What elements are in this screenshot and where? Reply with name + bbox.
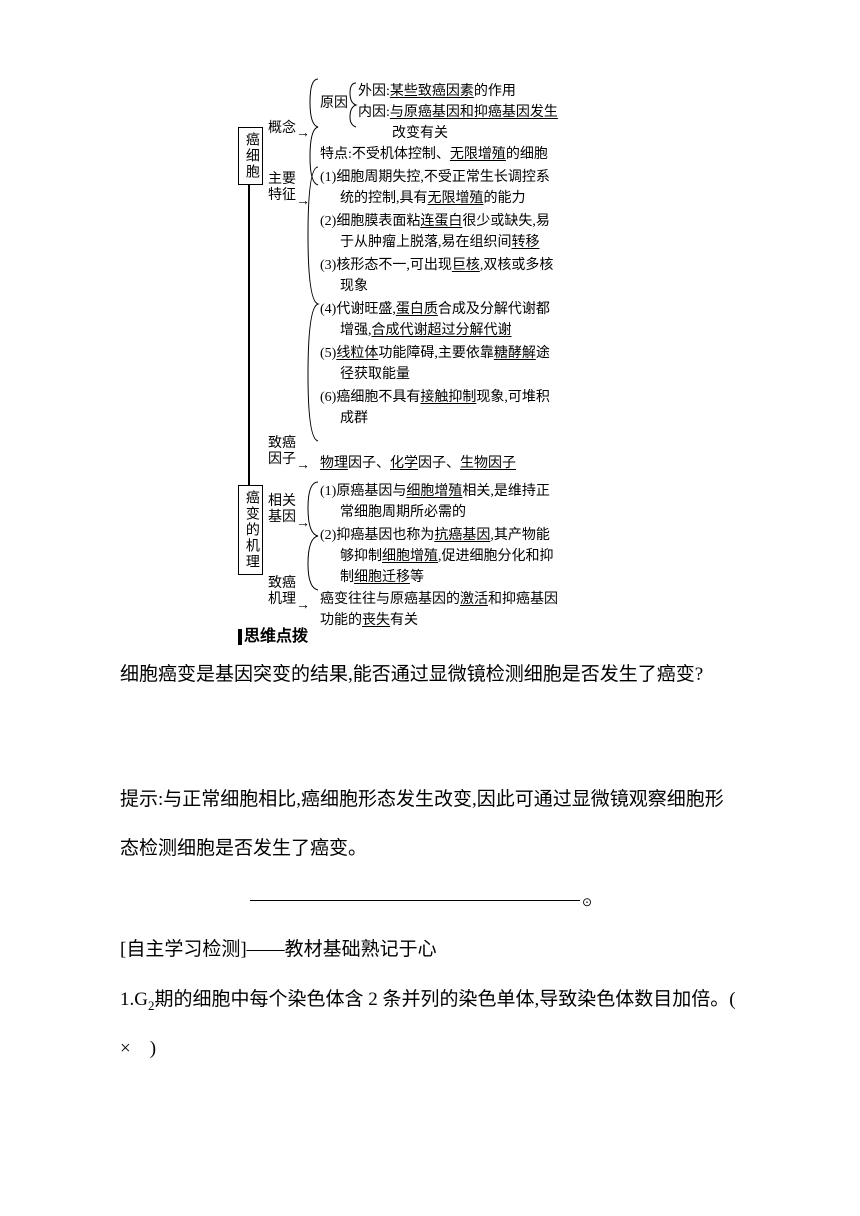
check-title: [自主学习检测]——教材基础熟记于心 [120,925,740,974]
brace-icon [306,165,320,443]
title-marker-icon [238,629,242,645]
label-gene: 基因 [268,509,296,528]
text-f1b: 统的控制,具有无限增殖的能力 [340,188,526,209]
divider-line [250,900,580,901]
text-factors: 物理因子、化学因子、生物因子 [320,453,516,474]
label-char: 特征 [268,187,296,206]
text-g1b: 常细胞周期所必需的 [340,502,466,523]
question-1: 1.G2期的细胞中每个染色体含 2 条并列的染色单体,导致染色体数目加倍。( ×… [120,975,740,1074]
text-g2b: 够抑制细胞增殖,促进细胞分化和抑 [340,546,554,567]
text-external: 外因:某些致癌因素的作用 [358,81,516,102]
text-mech: 癌变往往与原癌基因的激活和抑癌基因 [320,589,558,610]
text-feature: 特点:不受机体控制、无限增殖的细胞 [320,144,548,165]
text-mech2: 功能的丧失有关 [320,610,418,631]
brace-icon [306,480,320,592]
brace-icon [348,81,358,129]
paragraph-question: 细胞癌变是基因突变的结果,能否通过显微镜检测细胞是否发生了癌变? [120,650,740,699]
text-f6b: 成群 [340,408,368,429]
paragraph-hint: 提示:与正常细胞相比,癌细胞形态发生改变,因此可通过显微镜观察细胞形态检测细胞是… [120,775,740,874]
text-f2b: 于从肿瘤上脱落,易在组织间转移 [340,232,540,253]
text-f5b: 径获取能量 [340,364,410,385]
section-title: 思维点拨 [238,622,308,646]
text-internal2: 改变有关 [392,123,448,144]
arrow-icon: → [296,597,310,616]
label-factor: 因子 [268,451,296,470]
text-f3b: 现象 [340,276,368,297]
text-f5a: (5)线粒体功能障碍,主要依靠糖酵解途 [320,343,550,364]
text-g2c: 制细胞迁移等 [340,567,424,588]
text-internal: 内因:与原癌基因和抑癌基因发生 [358,102,558,123]
text-g1a: (1)原癌基因与细胞增殖相关,是维持正 [320,481,550,502]
text-g2a: (2)抑癌基因也称为抗癌基因,其产物能 [320,525,550,546]
label-mech2: 机理 [268,591,296,610]
label-reason: 原因 [320,95,348,114]
arrow-icon: → [296,457,310,476]
text-f6a: (6)癌细胞不具有接触抑制现象,可堆积 [320,387,550,408]
connector-line [248,185,250,485]
divider-dot-icon: ⊙ [582,895,592,910]
text-f4a: (4)代谢旺盛,蛋白质合成及分解代谢都 [320,299,550,320]
box-mechanism: 癌变的机理 [238,485,263,575]
text-f2a: (2)细胞膜表面粘连蛋白很少或缺失,易 [320,211,550,232]
text-f3a: (3)核形态不一,可出现巨核,双核或多核 [320,255,553,276]
text-f4b: 增强,合成代谢超过分解代谢 [340,320,512,341]
label-concept: 概念 [268,120,296,139]
box-cancer-cell: 癌细胞 [238,127,263,185]
text-f1a: (1)细胞周期失控,不受正常生长调控系 [320,167,550,188]
